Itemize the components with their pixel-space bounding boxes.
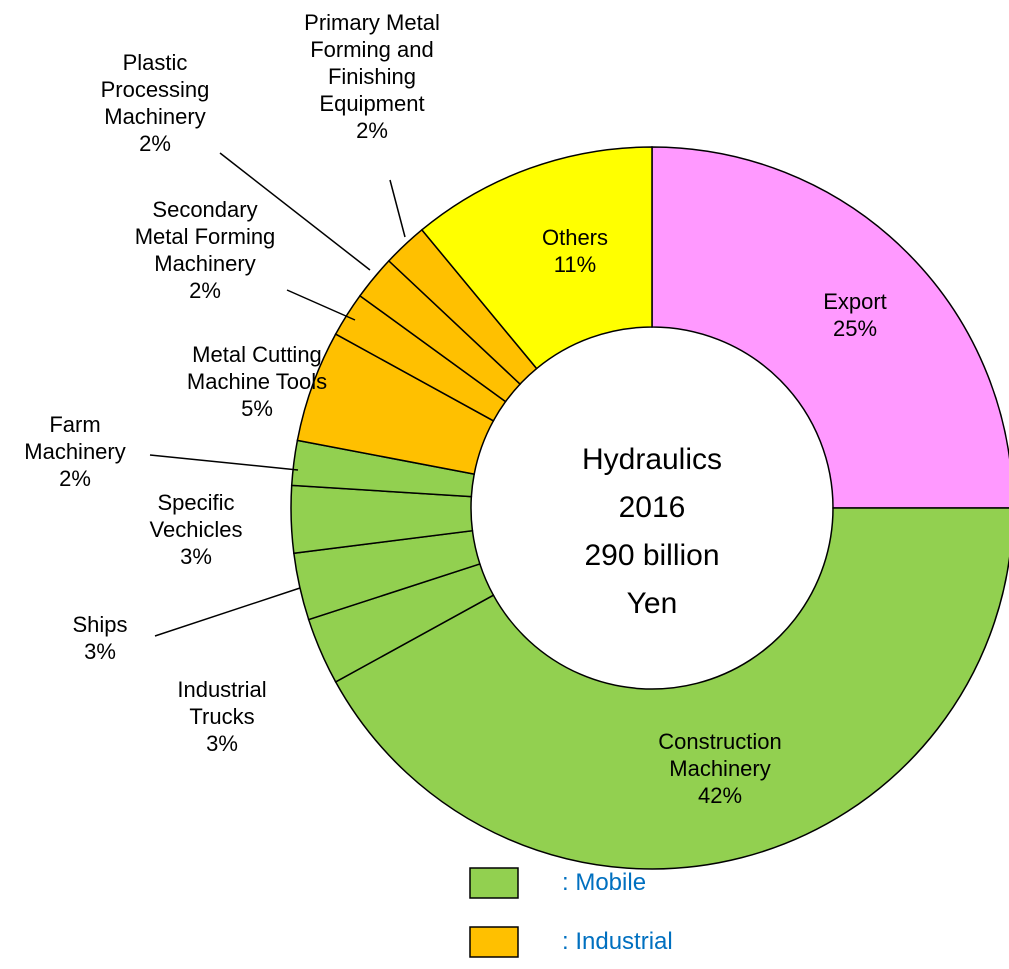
slice-label: Ships 3% (72, 611, 127, 665)
value-label: 2% (356, 118, 388, 143)
value-label: 2% (59, 466, 91, 491)
category-label: Specific Vechicles (149, 490, 243, 542)
slice (420, 146, 653, 370)
value-label: 3% (206, 731, 238, 756)
center-text: Hydraulics 2016 290 billion Yen (581, 443, 723, 620)
leader-line (149, 454, 299, 471)
slice-label: Construction Machinery 42% (658, 728, 782, 809)
value-label: 3% (180, 544, 212, 569)
category-label: Others (541, 225, 609, 250)
leader-line (154, 587, 301, 637)
legend-swatch (469, 867, 519, 899)
category-label: Farm Machinery (24, 412, 126, 464)
leader-line (219, 152, 371, 271)
slice (334, 507, 1009, 870)
slice-label: Secondary Metal Forming Machinery 2% (135, 196, 276, 304)
slice (651, 146, 1009, 509)
category-label: Plastic Processing Machinery (100, 50, 210, 129)
legend-label: : Industrial (562, 928, 673, 955)
category-label: Construction Machinery (658, 729, 782, 781)
value-label: 25% (832, 316, 878, 341)
slice-label: Primary Metal Forming and Finishing Equi… (304, 9, 440, 144)
value-label: 2% (139, 131, 171, 156)
slice-label: Plastic Processing Machinery 2% (101, 49, 210, 157)
category-label: Industrial Trucks (177, 677, 267, 729)
category-label: Export (823, 289, 887, 314)
category-label: Primary Metal Forming and Finishing Equi… (304, 10, 440, 116)
slice-label: Industrial Trucks 3% (177, 676, 266, 757)
category-label: Ships (72, 612, 128, 637)
value-label: 2% (189, 278, 221, 303)
value-label: 42% (697, 783, 743, 808)
slices (290, 146, 1009, 870)
slice-label: Export 25% (823, 288, 887, 342)
legend-label: : Mobile (562, 869, 647, 896)
slice-label: Metal Cutting Machine Tools 5% (187, 341, 327, 422)
value-label: 5% (241, 396, 273, 421)
slice-label: Farm Machinery 2% (24, 411, 125, 492)
slice-label: Specific Vechicles 3% (150, 489, 243, 570)
value-label: 3% (84, 639, 116, 664)
category-label: Secondary Metal Forming Machinery (134, 197, 276, 276)
category-label: Metal Cutting Machine Tools (186, 342, 328, 394)
value-label: 11% (553, 252, 597, 277)
leader-lines (149, 152, 406, 637)
legend-swatch (469, 926, 519, 958)
slice-label: Others 11% (542, 224, 608, 278)
leader-line (389, 179, 406, 238)
leader-line (286, 289, 356, 321)
